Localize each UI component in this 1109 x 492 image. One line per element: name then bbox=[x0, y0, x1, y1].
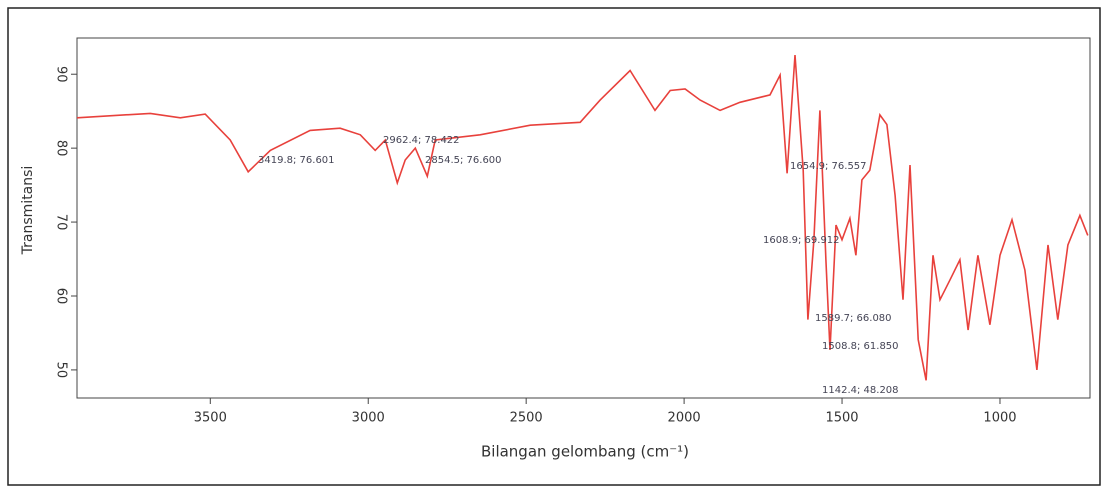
y-tick-label: 50 bbox=[54, 362, 69, 379]
spectrum-line bbox=[76, 54, 1089, 381]
x-tick-label: 3000 bbox=[352, 411, 385, 426]
frame bbox=[7, 7, 1101, 486]
peak-annotation: 2962.4; 78.422 bbox=[383, 135, 460, 146]
y-axis-label: Transmitansi bbox=[20, 166, 36, 256]
plot-area bbox=[76, 37, 1091, 399]
peak-annotation: 1608.9; 69.912 bbox=[763, 235, 840, 246]
y-tick-label: 80 bbox=[54, 140, 69, 157]
x-axis-label: Bilangan gelombang (cm⁻¹) bbox=[481, 443, 689, 461]
peak-annotation: 1142.4; 48.208 bbox=[822, 385, 899, 396]
peak-annotation: 3419.8; 76.601 bbox=[258, 155, 335, 166]
peak-annotation: 1508.8; 61.850 bbox=[822, 341, 899, 352]
y-tick-label: 70 bbox=[54, 214, 69, 231]
peak-annotation: 1654.9; 76.557 bbox=[790, 161, 867, 172]
x-tick-label: 1000 bbox=[983, 411, 1016, 426]
y-tick-label: 90 bbox=[54, 66, 69, 83]
x-tick-label: 2000 bbox=[668, 411, 701, 426]
peak-annotation: 2854.5; 76.600 bbox=[425, 155, 502, 166]
x-tick-label: 3500 bbox=[194, 411, 227, 426]
y-tick-label: 60 bbox=[54, 288, 69, 305]
x-tick-label: 2500 bbox=[510, 411, 543, 426]
peak-annotation: 1589.7; 66.080 bbox=[815, 313, 892, 324]
x-tick-label: 1500 bbox=[825, 411, 858, 426]
